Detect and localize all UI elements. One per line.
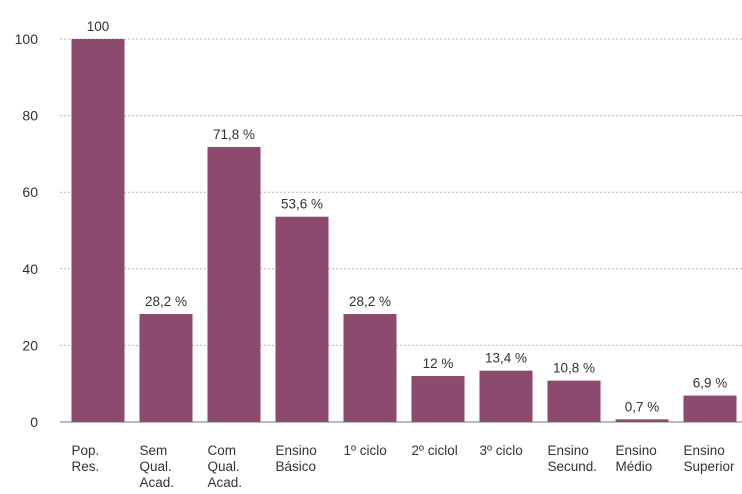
- category-label-line: 2º ciclol: [412, 443, 458, 458]
- data-label: 6,9 %: [693, 376, 728, 391]
- y-tick-label: 100: [15, 31, 39, 47]
- data-label: 12 %: [423, 356, 454, 371]
- category-label: Com Qual. Acad.: [208, 443, 243, 490]
- category-label-line: Ensino: [276, 443, 317, 458]
- category-label: Ensino Secund.: [548, 443, 598, 474]
- category-label: 3º ciclo: [480, 443, 523, 458]
- bar: [139, 313, 193, 422]
- y-tick-label: 80: [22, 108, 38, 124]
- data-label: 0,7 %: [625, 399, 660, 414]
- category-label: Ensino Médio: [616, 443, 657, 474]
- bar: [207, 147, 261, 423]
- data-label: 71,8 %: [213, 127, 255, 142]
- category-label-line: Sem: [140, 443, 168, 458]
- category-label: Sem Qual. Acad.: [140, 443, 175, 490]
- category-label-line: Ensino: [548, 443, 589, 458]
- data-label: 100: [87, 19, 110, 34]
- category-label-line: 1º ciclo: [344, 443, 387, 458]
- category-label: Ensino Superior: [684, 443, 736, 474]
- y-tick-label: 0: [30, 414, 38, 430]
- category-label-line: Acad.: [208, 475, 243, 490]
- bar: [683, 395, 737, 422]
- bars: [71, 39, 737, 423]
- category-label-line: Superior: [684, 459, 736, 474]
- category-label-line: Qual.: [140, 459, 172, 474]
- category-label: Ensino Básico: [276, 443, 317, 474]
- bar: [71, 39, 125, 422]
- category-label-line: Ensino: [684, 443, 725, 458]
- category-label-line: Qual.: [208, 459, 240, 474]
- category-label-line: Com: [208, 443, 237, 458]
- data-label: 28,2 %: [349, 294, 391, 309]
- data-label: 28,2 %: [145, 294, 187, 309]
- data-label: 10,8 %: [553, 361, 595, 376]
- category-label-line: Secund.: [548, 459, 598, 474]
- category-label-line: Acad.: [140, 475, 175, 490]
- bar: [275, 216, 329, 422]
- category-label-line: Ensino: [616, 443, 657, 458]
- bar: [547, 380, 601, 422]
- bar: [615, 419, 669, 422]
- category-label-line: Pop.: [72, 443, 100, 458]
- bar: [411, 376, 465, 422]
- category-label-line: Res.: [72, 459, 100, 474]
- y-tick-label: 40: [22, 261, 38, 277]
- bar: [343, 313, 397, 422]
- category-label-line: 3º ciclo: [480, 443, 523, 458]
- category-labels: Pop. Res.Sem Qual. Acad.Com Qual. Acad.Ensino…: [72, 443, 736, 490]
- data-label: 13,4 %: [485, 351, 527, 366]
- category-label: Pop. Res.: [72, 443, 100, 474]
- y-axis-ticks: 0 20 40 60 80 100: [15, 31, 39, 430]
- category-label-line: Médio: [616, 459, 653, 474]
- bar: [479, 370, 533, 422]
- data-label: 53,6 %: [281, 197, 323, 212]
- category-label: 2º ciclol: [412, 443, 458, 458]
- category-label-line: Básico: [276, 459, 317, 474]
- category-label: 1º ciclo: [344, 443, 387, 458]
- y-tick-label: 20: [22, 337, 38, 353]
- data-labels: 100 28,2 % 71,8 % 53,6 % 28,2 % 12 % 13,4 % 10,…: [87, 19, 728, 414]
- y-tick-label: 60: [22, 184, 38, 200]
